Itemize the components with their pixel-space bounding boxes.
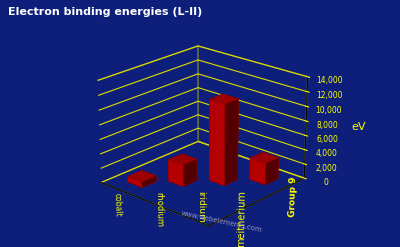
Text: Electron binding energies (L-II): Electron binding energies (L-II) bbox=[8, 7, 202, 17]
Text: www.webelements.com: www.webelements.com bbox=[180, 210, 262, 233]
